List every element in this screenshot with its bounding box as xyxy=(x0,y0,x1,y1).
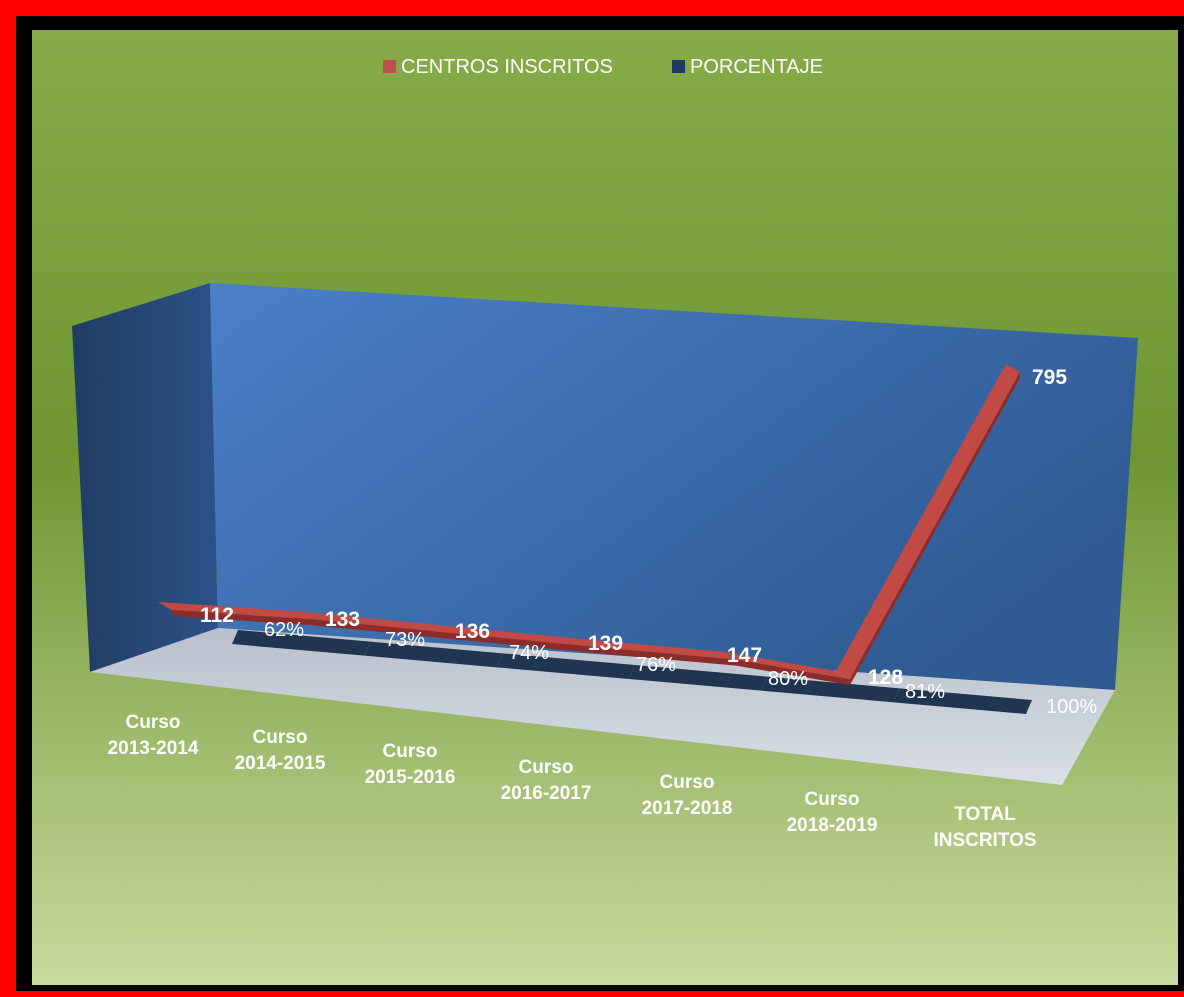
legend: CENTROS INSCRITOS PORCENTAJE xyxy=(383,56,823,78)
centros-data-label: 112 xyxy=(200,604,234,627)
porcentaje-segment xyxy=(761,676,900,703)
x-tick-label: 2016-2017 xyxy=(501,783,592,804)
porcentaje-data-label: 73% xyxy=(385,629,425,651)
porcentaje-data-label: 76% xyxy=(636,654,676,676)
legend-label-porcentaje: PORCENTAJE xyxy=(690,56,823,78)
centros-segment-top xyxy=(836,364,1020,679)
centros-data-label: 139 xyxy=(588,632,623,655)
porcentaje-segment xyxy=(496,653,635,679)
x-tick-label: INSCRITOS xyxy=(933,830,1036,851)
x-tick-label: Curso xyxy=(383,741,438,762)
x-tick-label: Curso xyxy=(805,789,860,810)
centros-segment-top xyxy=(158,602,313,620)
porcentaje-segment xyxy=(893,688,1032,714)
centros-data-label: 795 xyxy=(1032,366,1067,389)
x-tick-label: 2015-2016 xyxy=(365,767,456,788)
porcentaje-data-label: 100% xyxy=(1046,696,1097,718)
plot-area xyxy=(72,283,1138,785)
centros-data-label: 128 xyxy=(868,666,903,689)
centros-segment-front xyxy=(454,633,595,654)
porcentaje-segment xyxy=(364,641,503,668)
centros-segment-top xyxy=(299,611,454,634)
side-wall xyxy=(72,283,218,672)
centros-segment-top xyxy=(440,625,595,648)
centros-data-label: 133 xyxy=(325,608,360,631)
legend-label-centros: CENTROS INSCRITOS xyxy=(401,56,613,78)
centros-segment-front xyxy=(313,619,454,640)
x-tick-label: Curso xyxy=(519,757,574,778)
centros-segment-front xyxy=(172,610,313,626)
floor xyxy=(90,628,1115,785)
series-porcentaje xyxy=(232,630,1032,714)
x-tick-label: 2013-2014 xyxy=(108,738,199,759)
data-labels-porcentaje: 62% 73% 74% 76% 80% 81% 100% xyxy=(264,619,1097,718)
porcentaje-data-label: 80% xyxy=(768,668,808,690)
porcentaje-data-label: 62% xyxy=(264,619,304,641)
porcentaje-segment xyxy=(232,630,371,656)
centros-data-label: 147 xyxy=(727,644,762,667)
porcentaje-data-label: 74% xyxy=(509,642,549,664)
x-axis-tick-labels: Curso 2013-2014 Curso 2014-2015 Curso 2015-20… xyxy=(108,712,1037,851)
x-tick-label: TOTAL xyxy=(954,804,1016,825)
x-tick-label: Curso xyxy=(253,727,308,748)
centros-segment-front xyxy=(850,372,1020,685)
x-tick-label: Curso xyxy=(660,772,715,793)
x-tick-label: 2017-2018 xyxy=(642,798,733,819)
centros-data-label: 136 xyxy=(455,620,490,643)
porcentaje-segment xyxy=(629,665,768,691)
x-tick-label: 2014-2015 xyxy=(235,753,326,774)
series-centros xyxy=(158,364,1020,685)
centros-segment-top xyxy=(722,651,850,679)
legend-swatch-centros xyxy=(383,60,396,73)
centros-segment-front xyxy=(736,659,850,685)
back-wall xyxy=(210,283,1138,690)
centros-segment-top xyxy=(581,639,736,660)
centros-segment-front xyxy=(595,647,736,666)
data-labels-centros: 112 133 136 139 147 128 795 xyxy=(200,366,1067,689)
x-tick-label: Curso xyxy=(126,712,181,733)
x-tick-label: 2018-2019 xyxy=(787,815,878,836)
legend-swatch-porcentaje xyxy=(672,60,685,73)
porcentaje-data-label: 81% xyxy=(905,681,945,703)
